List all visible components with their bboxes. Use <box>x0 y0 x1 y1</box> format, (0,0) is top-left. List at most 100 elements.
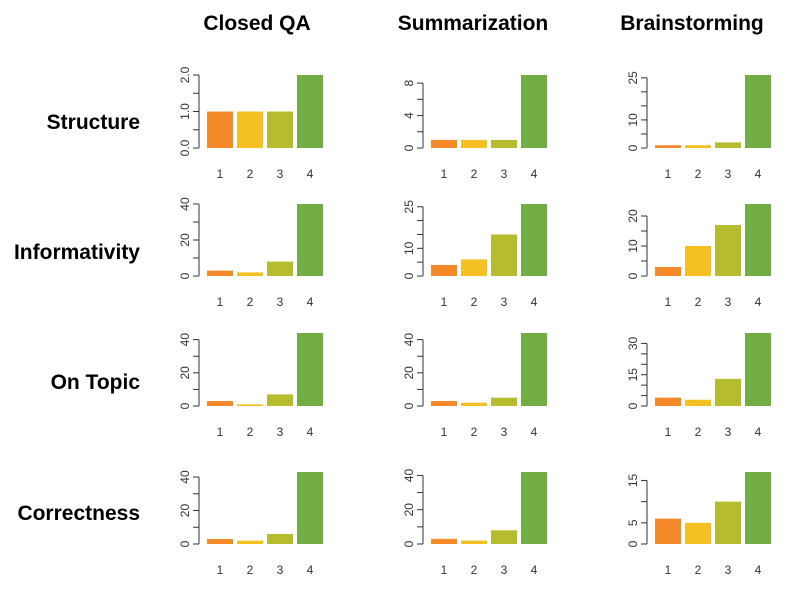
x-tick-label: 1 <box>441 563 448 577</box>
x-tick-label: 3 <box>501 563 508 577</box>
column-title-closed-qa: Closed QA <box>203 12 311 35</box>
x-tick-label: 4 <box>307 563 314 577</box>
x-tick-label: 3 <box>725 295 732 309</box>
x-tick-label: 1 <box>665 167 672 181</box>
bar-2 <box>237 540 263 544</box>
y-tick-label: 1.0 <box>178 103 192 120</box>
y-tick-label: 15 <box>626 473 640 487</box>
x-tick-label: 3 <box>277 425 284 439</box>
bar-4 <box>745 333 771 406</box>
bar-3 <box>267 111 293 148</box>
x-tick-label: 2 <box>695 425 702 439</box>
y-tick-label: 0 <box>402 402 416 409</box>
y-tick-label: 0 <box>178 272 192 279</box>
column-title-summarization: Summarization <box>397 12 549 35</box>
x-tick-label: 4 <box>307 425 314 439</box>
y-tick-label: 0 <box>178 540 192 547</box>
y-tick-label: 40 <box>178 470 192 484</box>
x-tick-label: 3 <box>725 563 732 577</box>
x-tick-label: 1 <box>217 425 224 439</box>
x-tick-label: 1 <box>665 425 672 439</box>
bar-1 <box>207 401 233 406</box>
x-tick-label: 3 <box>277 295 284 309</box>
bar-3 <box>267 394 293 406</box>
x-tick-label: 2 <box>695 295 702 309</box>
bar-1 <box>431 139 457 148</box>
bar-4 <box>521 333 547 406</box>
bar-1 <box>655 145 681 148</box>
bar-2 <box>685 399 711 406</box>
x-tick-label: 2 <box>695 563 702 577</box>
bar-3 <box>267 533 293 544</box>
bar-4 <box>297 204 323 276</box>
x-tick-label: 2 <box>471 425 478 439</box>
y-tick-label: 20 <box>402 503 416 517</box>
y-tick-label: 0 <box>626 272 640 279</box>
y-tick-label: 30 <box>626 336 640 350</box>
bar-1 <box>431 264 457 276</box>
bar-2 <box>237 404 263 406</box>
x-tick-label: 2 <box>471 295 478 309</box>
bar-2 <box>685 522 711 544</box>
bar-1 <box>207 270 233 276</box>
row-title-informativity: Informativity <box>13 241 140 264</box>
bar-4 <box>745 472 771 544</box>
row-title-structure: Structure <box>46 111 140 134</box>
y-tick-label: 40 <box>178 197 192 211</box>
y-tick-label: 10 <box>626 113 640 127</box>
bar-4 <box>521 472 547 544</box>
y-tick-label: 20 <box>402 366 416 380</box>
bar-4 <box>521 75 547 148</box>
x-tick-label: 1 <box>441 425 448 439</box>
row-title-on-topic: On Topic <box>50 371 140 394</box>
x-tick-label: 2 <box>247 167 254 181</box>
bar-3 <box>715 142 741 148</box>
bar-3 <box>491 530 517 544</box>
x-tick-label: 3 <box>725 167 732 181</box>
y-tick-label: 0 <box>626 402 640 409</box>
bar-2 <box>685 246 711 276</box>
x-tick-label: 4 <box>307 167 314 181</box>
y-tick-label: 0 <box>626 144 640 151</box>
y-tick-label: 40 <box>178 333 192 347</box>
bar-4 <box>297 472 323 544</box>
x-tick-label: 3 <box>501 295 508 309</box>
y-tick-label: 20 <box>178 504 192 518</box>
bar-2 <box>461 259 487 276</box>
y-tick-label: 0 <box>178 402 192 409</box>
row-title-correctness: Correctness <box>17 502 140 525</box>
x-tick-label: 3 <box>277 167 284 181</box>
y-tick-label: 15 <box>626 368 640 382</box>
bar-4 <box>745 204 771 276</box>
y-tick-label: 0 <box>402 272 416 279</box>
y-tick-label: 40 <box>402 468 416 482</box>
bar-1 <box>655 518 681 544</box>
x-tick-label: 3 <box>501 167 508 181</box>
bar-3 <box>715 501 741 544</box>
y-tick-label: 2.0 <box>178 66 192 83</box>
y-tick-label: 20 <box>626 209 640 223</box>
x-tick-label: 4 <box>755 425 762 439</box>
y-tick-label: 0.0 <box>178 139 192 156</box>
y-tick-label: 25 <box>402 200 416 214</box>
y-tick-label: 10 <box>626 239 640 253</box>
y-tick-label: 25 <box>626 71 640 85</box>
bar-3 <box>491 139 517 148</box>
y-tick-label: 8 <box>402 79 416 86</box>
x-tick-label: 2 <box>695 167 702 181</box>
y-tick-label: 4 <box>402 112 416 119</box>
x-tick-label: 1 <box>665 295 672 309</box>
bar-4 <box>745 75 771 148</box>
x-tick-label: 4 <box>531 425 538 439</box>
bar-4 <box>521 204 547 276</box>
bar-3 <box>715 225 741 276</box>
x-tick-label: 4 <box>755 167 762 181</box>
x-tick-label: 4 <box>755 295 762 309</box>
bar-1 <box>207 111 233 148</box>
x-tick-label: 1 <box>217 563 224 577</box>
bar-1 <box>655 397 681 406</box>
bar-2 <box>237 111 263 148</box>
y-tick-label: 20 <box>178 233 192 247</box>
bar-4 <box>297 333 323 406</box>
